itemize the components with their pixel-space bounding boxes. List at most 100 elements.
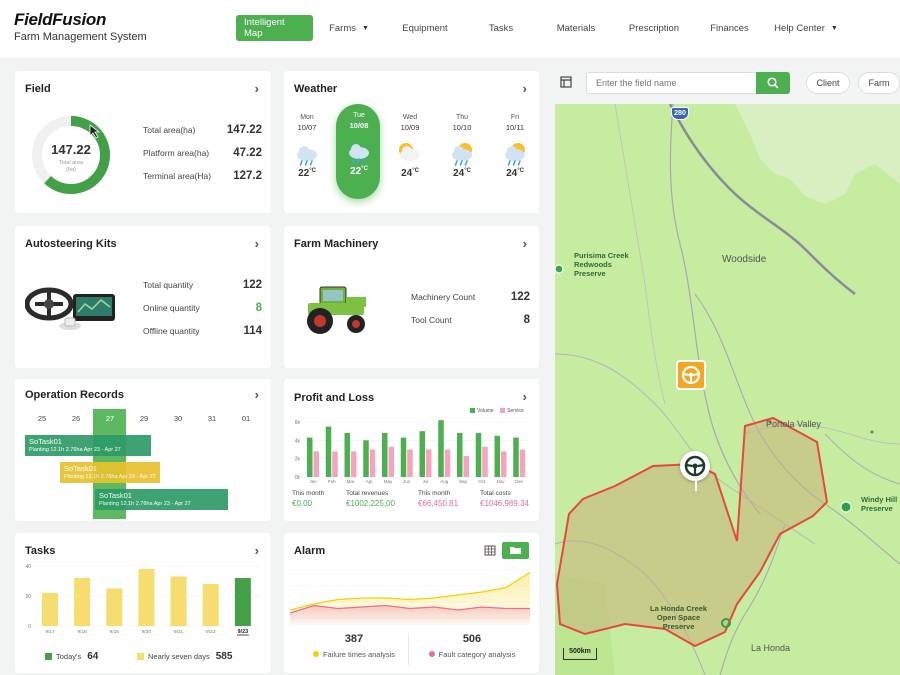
weather-day-name: Wed [402,114,418,121]
search-button[interactable] [756,72,790,94]
pl-bar-service[interactable] [351,451,357,477]
weather-day[interactable]: Fri 10/11 24°C [493,114,537,179]
operation-task-bar[interactable]: SoTask01 Planting 12.1h 2.76ha Apr 23 - A… [60,462,160,483]
weather-day[interactable]: Thu 10/10 24°C [440,114,484,179]
alarm-stat[interactable]: 387 Failure times analysis [304,633,404,659]
pl-bar-volume[interactable] [419,431,426,477]
nav-tasks[interactable]: Tasks [465,15,537,41]
alarm-line-failure[interactable] [290,571,531,611]
nav-equipment[interactable]: Equipment [385,15,465,41]
pl-bar-volume[interactable] [307,437,313,477]
nav-help-center[interactable]: Help Center ▼ [766,15,846,41]
tasks-xtick: 9/22 [206,629,216,635]
table-icon[interactable] [482,544,498,558]
alarm-line-fault[interactable] [290,604,530,614]
weather-day[interactable]: Tue 10/08 22°C [337,112,381,177]
pl-bar-service[interactable] [444,449,451,478]
pl-bar-service[interactable] [313,451,320,477]
operation-records-chevron-icon[interactable]: › [254,387,259,402]
autosteering-stat-label: Offline quantity [143,326,200,336]
pl-bar-service[interactable] [369,449,376,478]
weather-chevron-icon[interactable]: › [522,81,527,96]
pl-bar-service[interactable] [482,446,488,477]
pl-bar-volume[interactable] [475,433,482,477]
pl-bar-volume[interactable] [325,426,332,477]
pl-bar-volume[interactable] [494,435,501,477]
client-button[interactable]: Client [806,72,850,94]
place-woodside: Woodside [722,254,767,265]
field-card: Field › 147.22 Total area (ha) Total are… [15,71,271,213]
nav-farms[interactable]: Farms ▼ [313,15,385,41]
pl-bar-volume[interactable] [382,433,388,477]
weather-day[interactable]: Wed 10/09 24°C [388,114,432,179]
tasks-bar[interactable] [138,569,155,626]
pl-bar-service[interactable] [426,449,432,478]
weather-temp: 22°C [285,168,329,179]
weather-icon-wrap [293,140,321,166]
nav-label: Intelligent Map [244,17,285,39]
weather-temp: 24°C [388,168,432,179]
pl-xtick: Aug [440,479,449,484]
profit-summary-item: Total costs €1046,989.34 [480,490,529,508]
nav-intelligent-map[interactable]: Intelligent Map [236,15,313,41]
pl-bar-volume[interactable] [513,437,519,477]
weather-date: 10/11 [505,123,525,132]
pl-bar-service[interactable] [407,449,413,478]
pl-bar-volume[interactable] [438,420,444,477]
farm-button[interactable]: Farm [858,72,900,94]
pl-bar-volume[interactable] [344,433,351,477]
tasks-bar[interactable] [202,584,219,626]
pl-bar-service[interactable] [519,449,526,478]
nav-prescription[interactable]: Prescription [615,15,693,41]
pl-xtick: Apr [366,479,374,484]
operation-task-bar[interactable]: SoTask01 Planting 12.1h 2.76ha Apr 23 - A… [95,489,228,510]
top-bar: FieldFusion Farm Management System Intel… [0,0,900,58]
profit-summary-label: This month [418,490,451,497]
pl-bar-service[interactable] [332,451,338,477]
operation-date: 31 [207,414,217,423]
weather-date: 10/07 [297,123,317,132]
profit-loss-chevron-icon[interactable]: › [522,389,527,404]
brand-logo[interactable]: FieldFusion Farm Management System [14,10,147,43]
chart-view-button[interactable] [502,542,529,559]
map-layers-icon[interactable] [560,76,572,88]
tasks-chevron-icon[interactable]: › [254,543,259,558]
pl-xtick: Jun [403,479,411,484]
autosteering-chevron-icon[interactable]: › [254,236,259,251]
field-title: Field [25,83,51,95]
tasks-bar[interactable] [170,576,187,627]
pl-bar-service[interactable] [501,451,507,477]
tasks-bar[interactable] [234,578,251,626]
alarm-area-fault [290,605,530,625]
tasks-bar[interactable] [106,588,123,627]
legend-volume: Volume [477,408,494,414]
intelligent-map[interactable]: 280 Purisima Creek Redwoods Preserve Woo… [555,104,900,675]
nav-finances[interactable]: Finances [693,15,766,41]
field-search-input[interactable] [587,73,757,93]
field-chevron-icon[interactable]: › [254,81,259,96]
field-stat-row: Total area(ha) 147.22 [143,124,262,136]
operation-task-bar[interactable]: SoTask01 Planting 12.1h 2.76ha Apr 23 - A… [25,435,151,456]
alarm-stat[interactable]: 506 Fault category analysis [422,633,522,659]
profit-legend: Volume Service [470,408,524,414]
profit-summary-value: €0.00 [292,499,313,508]
pl-bar-volume[interactable] [400,437,407,477]
profit-summary-item: This month €66,450.81 [418,490,458,508]
pl-bar-volume[interactable] [457,433,463,477]
mouse-cursor-icon [89,124,101,139]
nav-label: Farms [329,22,356,34]
machinery-chevron-icon[interactable]: › [522,236,527,251]
field-marker[interactable] [680,451,710,481]
weather-day[interactable]: Mon 10/07 22°C [285,114,329,179]
pl-bar-service[interactable] [388,446,395,477]
nav-materials[interactable]: Materials [537,15,615,41]
autosteering-stat-value: 114 [243,325,262,337]
tasks-bar[interactable] [74,578,91,626]
pl-bar-volume[interactable] [363,440,369,477]
pl-bar-service[interactable] [463,455,470,477]
tasks-bar[interactable] [42,593,58,626]
profit-summary-value: €1002,225,00 [346,499,395,508]
vehicle-marker[interactable] [676,360,706,390]
autosteering-title: Autosteering Kits [25,238,117,250]
pl-xtick: Nov [496,479,505,484]
